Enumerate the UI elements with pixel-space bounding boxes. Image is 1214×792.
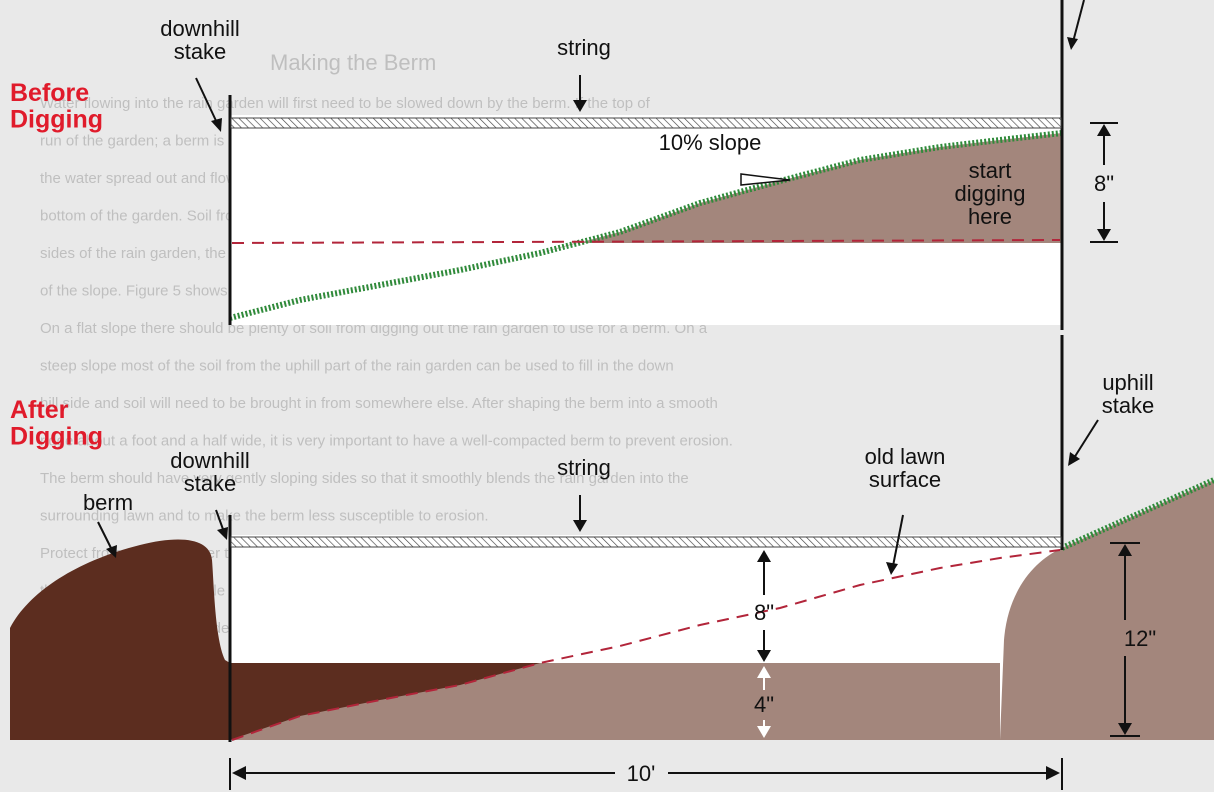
slope-label: 10% slope bbox=[659, 130, 762, 155]
old-lawn-surface-arrowhead bbox=[886, 562, 898, 575]
after-downhill-arrowhead bbox=[217, 527, 228, 540]
dug-bottom-light-soil bbox=[230, 663, 1000, 740]
before-depth-arrowhead-down bbox=[1097, 229, 1111, 241]
before-string-arrowhead bbox=[573, 100, 587, 112]
uphill-soil bbox=[1000, 480, 1214, 740]
after-depth4-arrowhead-up bbox=[757, 666, 771, 678]
berm-label: berm bbox=[83, 490, 133, 515]
background-line: ridge about a foot and a half wide, it i… bbox=[40, 433, 733, 450]
after-uphill-arrowhead bbox=[1068, 452, 1080, 466]
before-grass-line bbox=[229, 130, 1063, 321]
slope-pointer bbox=[740, 173, 791, 186]
before-uphill-stake-label: stake bbox=[1080, 0, 1133, 3]
background-line: steep slope most of the soil from the up… bbox=[40, 358, 674, 375]
start-digging-label: start digging here bbox=[955, 158, 1026, 229]
after-digging-panel: After Digging downhill stake uphill stake s… bbox=[10, 335, 1214, 790]
before-dig-line bbox=[231, 239, 1061, 244]
berm bbox=[10, 539, 230, 740]
background-line: surrounding lawn and to make the berm le… bbox=[40, 508, 489, 525]
after-string bbox=[230, 536, 1062, 548]
berm-arrow bbox=[97, 521, 113, 551]
after-string-arrowhead bbox=[573, 520, 587, 532]
width-label: 10' bbox=[627, 761, 656, 786]
width-arrowhead-right bbox=[1046, 766, 1060, 780]
after-depth8-label: 8" bbox=[754, 600, 774, 625]
old-lawn-surface-arrow bbox=[892, 514, 904, 567]
background-line: Water flowing into the rain garden will … bbox=[40, 95, 651, 112]
after-depth4-arrowhead-down bbox=[757, 726, 771, 738]
before-uphill-arrowhead bbox=[1067, 37, 1078, 50]
after-depth4-label: 4" bbox=[754, 692, 774, 717]
background-line: The berm should have very gently sloping… bbox=[40, 470, 689, 487]
before-depth-label: 8" bbox=[1094, 171, 1114, 196]
after-depth8-arrowhead-down bbox=[757, 650, 771, 662]
before-digging-title: Before Digging bbox=[10, 79, 103, 133]
after-string-label: string bbox=[557, 455, 611, 480]
after-uphill-arrow bbox=[1073, 419, 1099, 459]
after-depth12-label: 12" bbox=[1124, 626, 1156, 651]
before-downhill-stake-label: downhill stake bbox=[160, 16, 240, 64]
background-heading: Making the Berm bbox=[270, 50, 436, 75]
after-downhill-stake-label: downhill stake bbox=[170, 448, 250, 496]
after-downhill-arrow bbox=[215, 509, 225, 533]
before-downhill-arrowhead bbox=[211, 118, 222, 132]
old-lawn-surface-label: old lawn surface bbox=[865, 444, 946, 492]
after-depth8-arrowhead-up bbox=[757, 550, 771, 562]
after-digging-title: After Digging bbox=[10, 396, 103, 450]
before-depth-arrowhead-up bbox=[1097, 124, 1111, 136]
width-arrowhead-left bbox=[232, 766, 246, 780]
before-string bbox=[230, 117, 1062, 129]
berm-arrowhead bbox=[106, 545, 117, 558]
after-depth12-arrowhead-up bbox=[1118, 544, 1132, 556]
before-downhill-arrow bbox=[195, 77, 219, 126]
old-lawn-surface-line bbox=[231, 549, 1061, 741]
background-line: hill side and soil will need to be broug… bbox=[40, 395, 718, 412]
before-uphill-arrow bbox=[1072, 0, 1085, 43]
after-uphill-stake-label: uphill stake bbox=[1102, 370, 1155, 418]
after-depth12-arrowhead-down bbox=[1118, 723, 1132, 735]
before-string-label: string bbox=[557, 35, 611, 60]
